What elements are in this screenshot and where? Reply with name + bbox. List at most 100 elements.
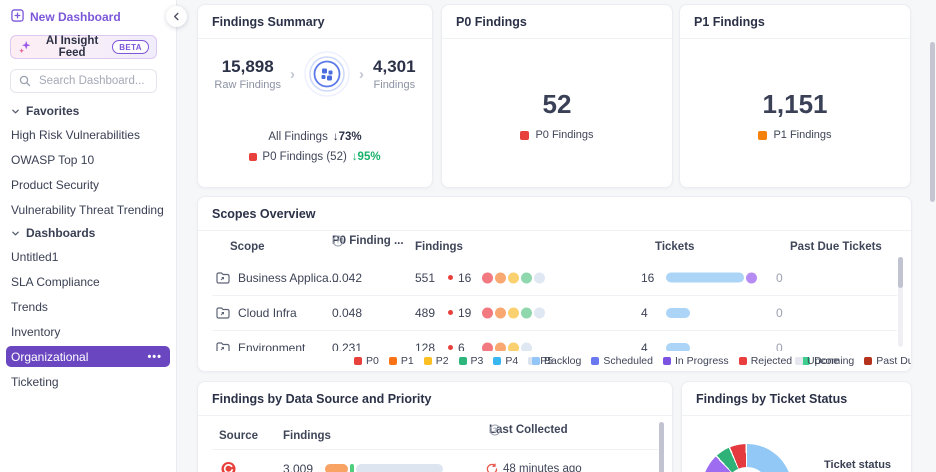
search-icon [19,75,31,87]
card-scrollbar-thumb[interactable] [898,257,903,288]
divider [212,449,658,450]
p0-findings-change: P0 Findings (52) ↓95% [198,151,432,163]
sidebar-section-header[interactable]: Favorites [0,100,176,122]
ai-insight-feed-button[interactable]: AI Insight Feed BETA [10,35,157,59]
findings-funnel: 15,898 Raw Findings › › 4,301 Findings [198,51,432,97]
tickets-bar [666,307,690,318]
p0-legend-swatch [249,153,258,161]
sidebar-section-header[interactable]: Dashboards [0,222,176,244]
sidebar-item-vulnerability-threat-trending[interactable]: Vulnerability Threat Trending [11,202,164,217]
chevron-right-icon: › [359,65,365,83]
findings-metric: 4,301 Findings [373,57,416,91]
card-scrollbar-thumb[interactable] [659,422,664,472]
sidebar-item-owasp-top-10[interactable]: OWASP Top 10 [11,152,95,167]
beta-badge: BETA [112,40,149,54]
p1-findings-card: P1 Findings 1,151 P1 Findings [679,4,911,188]
priority-dot [521,307,532,318]
card-title: Findings Summary [198,5,432,39]
p0-legend-swatch [520,130,530,140]
sidebar-item-product-security[interactable]: Product Security [11,177,100,192]
card-title: P1 Findings [680,5,910,39]
chevron-down-icon [11,107,20,116]
sidebar-item-high-risk-vulnerabilities[interactable]: High Risk Vulnerabilities [11,127,140,142]
sidebar-collapse-button[interactable] [166,6,187,27]
legend-item: P3 [458,355,483,367]
ai-insight-feed-label: AI Insight Feed [45,35,99,59]
col-scope: Scope [230,241,265,253]
donut-legend-title: Ticket status [824,459,892,471]
card-title: P0 Findings [442,5,672,39]
svg-text:?: ? [493,427,497,434]
scope-row[interactable]: Cloud Infra 0.048 489 19 4 0 [212,295,897,331]
p0-findings-card: P0 Findings 52 P0 Findings [441,4,673,188]
ticket-status-card: Findings by Ticket Status Ticket status [681,381,912,472]
help-icon[interactable]: ? [489,424,501,436]
priority-legend: P0 P1 P2 P3 P4 P5 [354,351,553,370]
legend-item: Backlog [532,355,581,367]
ticket-status-donut-chart [702,444,792,472]
new-dashboard-button[interactable]: New Dashboard [11,9,121,25]
sidebar-item-inventory[interactable]: Inventory [11,324,61,339]
status-legend: Backlog Scheduled In Progress Rejected Done [532,351,839,370]
search-input[interactable] [37,74,148,88]
priority-dot [508,307,519,318]
priority-dot [534,272,545,283]
legend-item: Rejected [738,355,792,367]
chevron-left-icon [172,12,181,21]
priority-dot [534,307,545,318]
p1-chart-legend: P1 Findings [680,129,910,141]
card-title: Findings by Data Source and Priority [198,382,672,416]
legend-item: P0 [354,355,379,367]
svg-text:?: ? [336,238,340,245]
col-findings: Findings [415,241,463,253]
scopes-overview-card: Scopes Overview Scope P0 Finding ... ? F… [197,196,912,372]
legend-item: In Progress [662,355,729,367]
legend-item: Done [802,355,839,367]
p1-legend-swatch [758,130,768,140]
p0-chart-legend: P0 Findings [442,129,672,141]
dashboard-search [10,69,157,93]
legend-item: Scheduled [591,355,653,367]
scopes-legend: P0 P1 P2 P3 P4 P5 Backlog Scheduled In Progress… [199,351,911,370]
help-icon[interactable]: ? [332,235,344,247]
source-logo-icon [221,461,236,472]
add-dashboard-icon [11,9,24,25]
findings-summary-card: Findings Summary 15,898 Raw Findings › › [197,4,433,188]
priority-dot [495,272,506,283]
card-scrollbar-track [898,257,903,347]
priority-dot [495,342,506,353]
page-scrollbar-thumb[interactable] [930,42,935,202]
sparkle-icon [18,40,32,54]
last-collected-cell: 48 minutes ago [486,463,582,472]
all-findings-change: All Findings ↓73% [268,131,362,143]
sidebar-item-ticketing[interactable]: Ticketing [11,374,59,389]
priority-dots [482,342,532,353]
scope-icon [216,306,230,319]
scope-row[interactable]: Business Applica... 0.042 551 16 16 0 [212,260,897,296]
col-past-due: Past Due Tickets [790,241,882,253]
data-source-row[interactable]: 3,009 48 minutes ago [212,450,658,472]
priority-dot [508,342,519,353]
card-title: Scopes Overview [198,197,911,231]
p0-count-value: 52 [542,89,572,119]
legend-item: P1 [388,355,414,367]
card-title: Findings by Ticket Status [682,382,911,416]
col-source: Source [219,430,258,442]
priority-dot [495,307,506,318]
p1-count-value: 1,151 [762,89,828,119]
priority-dots [482,272,545,283]
tickets-bar [666,272,757,283]
sidebar-item-organizational[interactable]: Organizational ••• [0,344,176,369]
scope-icon [216,271,230,284]
legend-item: P2 [423,355,449,367]
sidebar-item-sla-compliance[interactable]: SLA Compliance [11,274,100,289]
sidebar-item-untitled1[interactable]: Untitled1 [11,249,59,264]
priority-dot [508,272,519,283]
chevron-right-icon: › [290,65,296,83]
sidebar: New Dashboard AI Insight Feed BETA Favor… [0,0,177,472]
legend-item: P4 [493,355,518,367]
p0-dot [448,345,453,350]
sidebar-item-trends[interactable]: Trends [11,299,48,314]
legend-item: Past Due [864,355,911,367]
